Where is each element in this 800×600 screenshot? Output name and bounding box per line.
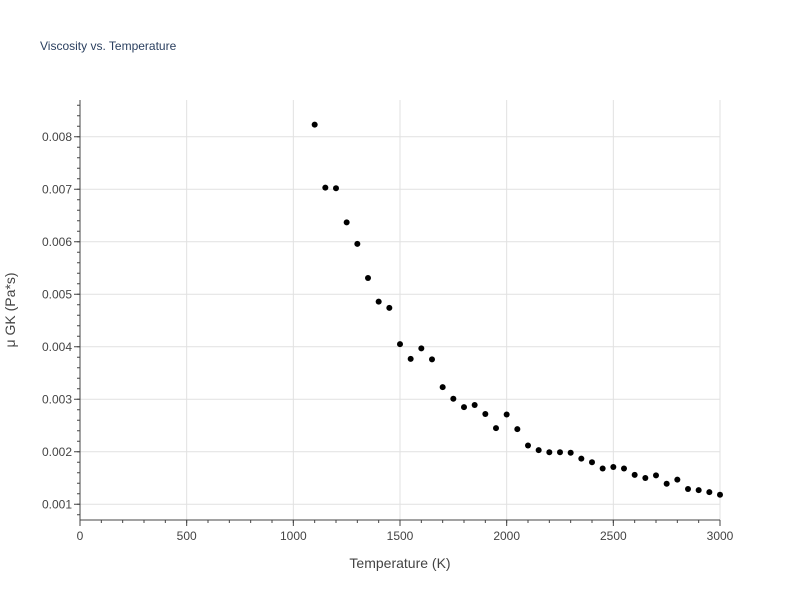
data-point bbox=[621, 465, 627, 472]
data-point bbox=[567, 449, 574, 456]
x-tick-label: 0 bbox=[77, 529, 84, 543]
data-point bbox=[482, 410, 489, 417]
data-point bbox=[333, 185, 339, 192]
tick-labels: 0 500 1000 1500 2000 2500 3000 0.001 0.002 0.003 0… bbox=[42, 130, 734, 543]
x-tick-label: 1500 bbox=[387, 529, 414, 543]
data-point bbox=[631, 471, 638, 478]
data-point bbox=[407, 355, 414, 362]
y-tick-label: 0.001 bbox=[42, 497, 72, 511]
data-point bbox=[642, 475, 649, 481]
data-point bbox=[525, 442, 531, 449]
y-tick-label: 0.004 bbox=[42, 340, 72, 354]
data-point bbox=[674, 476, 681, 483]
data-point bbox=[471, 402, 478, 409]
data-point bbox=[610, 463, 617, 470]
data-point bbox=[343, 219, 350, 226]
data-point bbox=[578, 455, 585, 462]
data-point bbox=[397, 341, 403, 348]
data-point bbox=[375, 298, 382, 305]
x-tick-label: 2500 bbox=[600, 529, 627, 543]
y-tick-label: 0.005 bbox=[42, 287, 72, 301]
y-tick-label: 0.008 bbox=[42, 130, 72, 144]
data-point bbox=[354, 240, 361, 247]
data-point bbox=[450, 395, 457, 402]
data-point bbox=[461, 404, 467, 411]
data-point bbox=[429, 356, 435, 363]
data-point bbox=[311, 121, 318, 128]
x-axis-title: Temperature (K) bbox=[349, 555, 450, 571]
data-point bbox=[695, 487, 702, 494]
data-point bbox=[706, 489, 713, 496]
data-point bbox=[535, 447, 542, 454]
data-point bbox=[514, 426, 521, 433]
grid-lines bbox=[80, 100, 721, 520]
data-point bbox=[653, 472, 659, 479]
x-tick-label: 500 bbox=[177, 529, 197, 543]
y-axis-title: μ GK (Pa*s) bbox=[2, 273, 18, 348]
chart-title: Viscosity vs. Temperature bbox=[40, 39, 177, 53]
data-point bbox=[546, 449, 553, 456]
axes bbox=[74, 100, 721, 526]
data-point bbox=[322, 184, 329, 191]
data-point bbox=[599, 465, 606, 472]
data-point bbox=[589, 459, 595, 466]
x-tick-label: 3000 bbox=[707, 529, 734, 543]
x-tick-label: 2000 bbox=[493, 529, 520, 543]
x-tick-label: 1000 bbox=[280, 529, 307, 543]
y-tick-label: 0.007 bbox=[42, 182, 72, 196]
data-point bbox=[386, 304, 393, 311]
data-point bbox=[663, 480, 670, 487]
data-point bbox=[439, 384, 446, 391]
data-point bbox=[418, 345, 425, 352]
data-points bbox=[311, 121, 723, 498]
data-point bbox=[717, 491, 723, 498]
data-point bbox=[685, 486, 691, 493]
y-tick-label: 0.006 bbox=[42, 235, 72, 249]
y-tick-label: 0.003 bbox=[42, 392, 72, 406]
data-point bbox=[503, 411, 510, 418]
y-tick-label: 0.002 bbox=[42, 445, 72, 459]
data-point bbox=[365, 274, 371, 281]
data-point bbox=[493, 425, 499, 432]
data-point bbox=[557, 449, 563, 456]
